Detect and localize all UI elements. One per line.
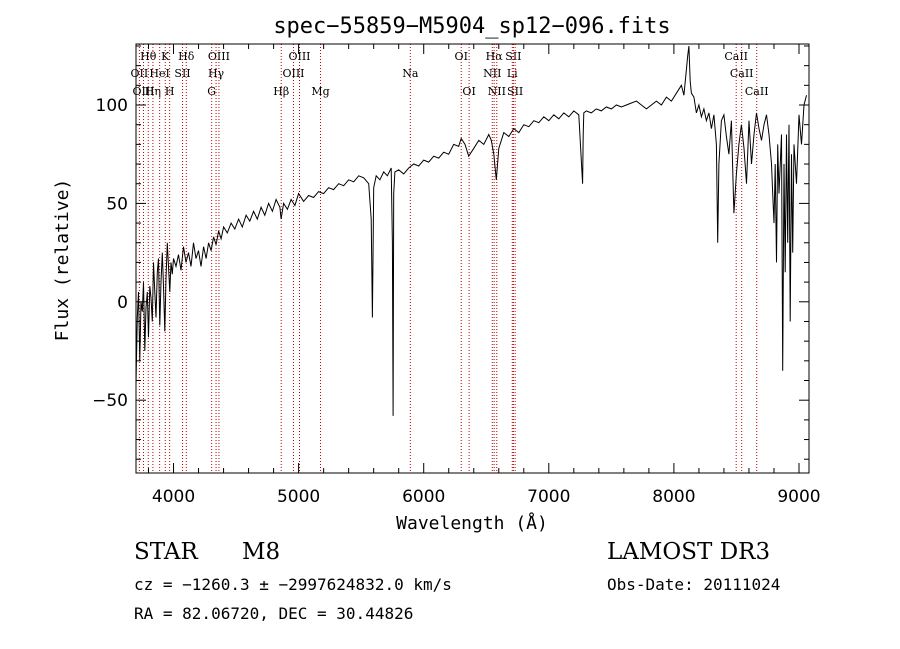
reference-line-label: OIII: [282, 67, 304, 80]
reference-line-label: Hα: [486, 50, 504, 63]
object-subclass: M8: [242, 539, 281, 565]
survey-name: LAMOST DR3: [607, 539, 771, 565]
x-tick-label: 6000: [402, 487, 445, 507]
reference-line-label: Na: [402, 67, 419, 80]
x-tick-label: 5000: [277, 487, 320, 507]
reference-line-label: CaII: [745, 85, 769, 98]
x-axis: 4000 5000 6000 7000 8000 9000: [148, 44, 821, 507]
reference-line-label: NII: [488, 85, 506, 98]
reference-line-label: Hδ: [178, 50, 195, 63]
y-tick-label: 100: [96, 96, 128, 116]
reference-line-label: SII: [505, 50, 521, 63]
coordinates: RA = 82.06720, DEC = 30.44826: [134, 604, 414, 623]
reference-line-label: OIII: [208, 50, 230, 63]
reference-line-label: CaII: [724, 50, 748, 63]
reference-line-label: K: [161, 50, 170, 63]
reference-line-label: Li: [507, 67, 518, 80]
reference-line-label: Hγ: [208, 67, 225, 80]
reference-line-label: HeI: [149, 67, 169, 80]
reference-line-label: OI: [455, 50, 468, 63]
reference-line-label: NII: [483, 67, 501, 80]
reference-line-label: Hη: [145, 85, 161, 98]
y-axis: −50 0 50 100: [92, 45, 809, 460]
x-tick-label: 8000: [652, 487, 695, 507]
x-tick-label: 7000: [527, 487, 570, 507]
y-tick-label: −50: [92, 391, 128, 411]
plot-frame: [135, 43, 810, 474]
y-axis-label: Flux (relative): [52, 179, 73, 342]
reference-line-label: H: [165, 85, 175, 98]
reference-line-label: G: [207, 85, 216, 98]
chart-title: spec−55859−M5904_sp12−096.fits: [273, 14, 670, 39]
reference-line-label: SII: [507, 85, 523, 98]
x-axis-label: Wavelength (Å): [396, 512, 548, 534]
obs-date: Obs-Date: 20111024: [607, 575, 781, 594]
y-tick-label: 50: [106, 194, 128, 214]
object-class: STAR: [134, 539, 198, 565]
reference-line-label: OII: [131, 67, 149, 80]
reference-line-label: OIII: [288, 50, 310, 63]
y-tick-label: 0: [117, 293, 128, 313]
x-tick-label: 9000: [777, 487, 820, 507]
reference-line-label: OI: [462, 85, 475, 98]
reference-line-label: OIII: [132, 85, 154, 98]
reference-line-label: Mg: [311, 85, 329, 98]
reference-line-label: Hθ: [140, 50, 157, 63]
spectrum-line: [135, 45, 807, 416]
x-tick-label: 4000: [152, 487, 195, 507]
reference-line-label: Hβ: [273, 85, 289, 98]
reference-line-label: SII: [174, 67, 190, 80]
redshift-line: cz = −1260.3 ± −2997624832.0 km/s: [134, 575, 452, 594]
reference-line-label: CaII: [730, 67, 754, 80]
